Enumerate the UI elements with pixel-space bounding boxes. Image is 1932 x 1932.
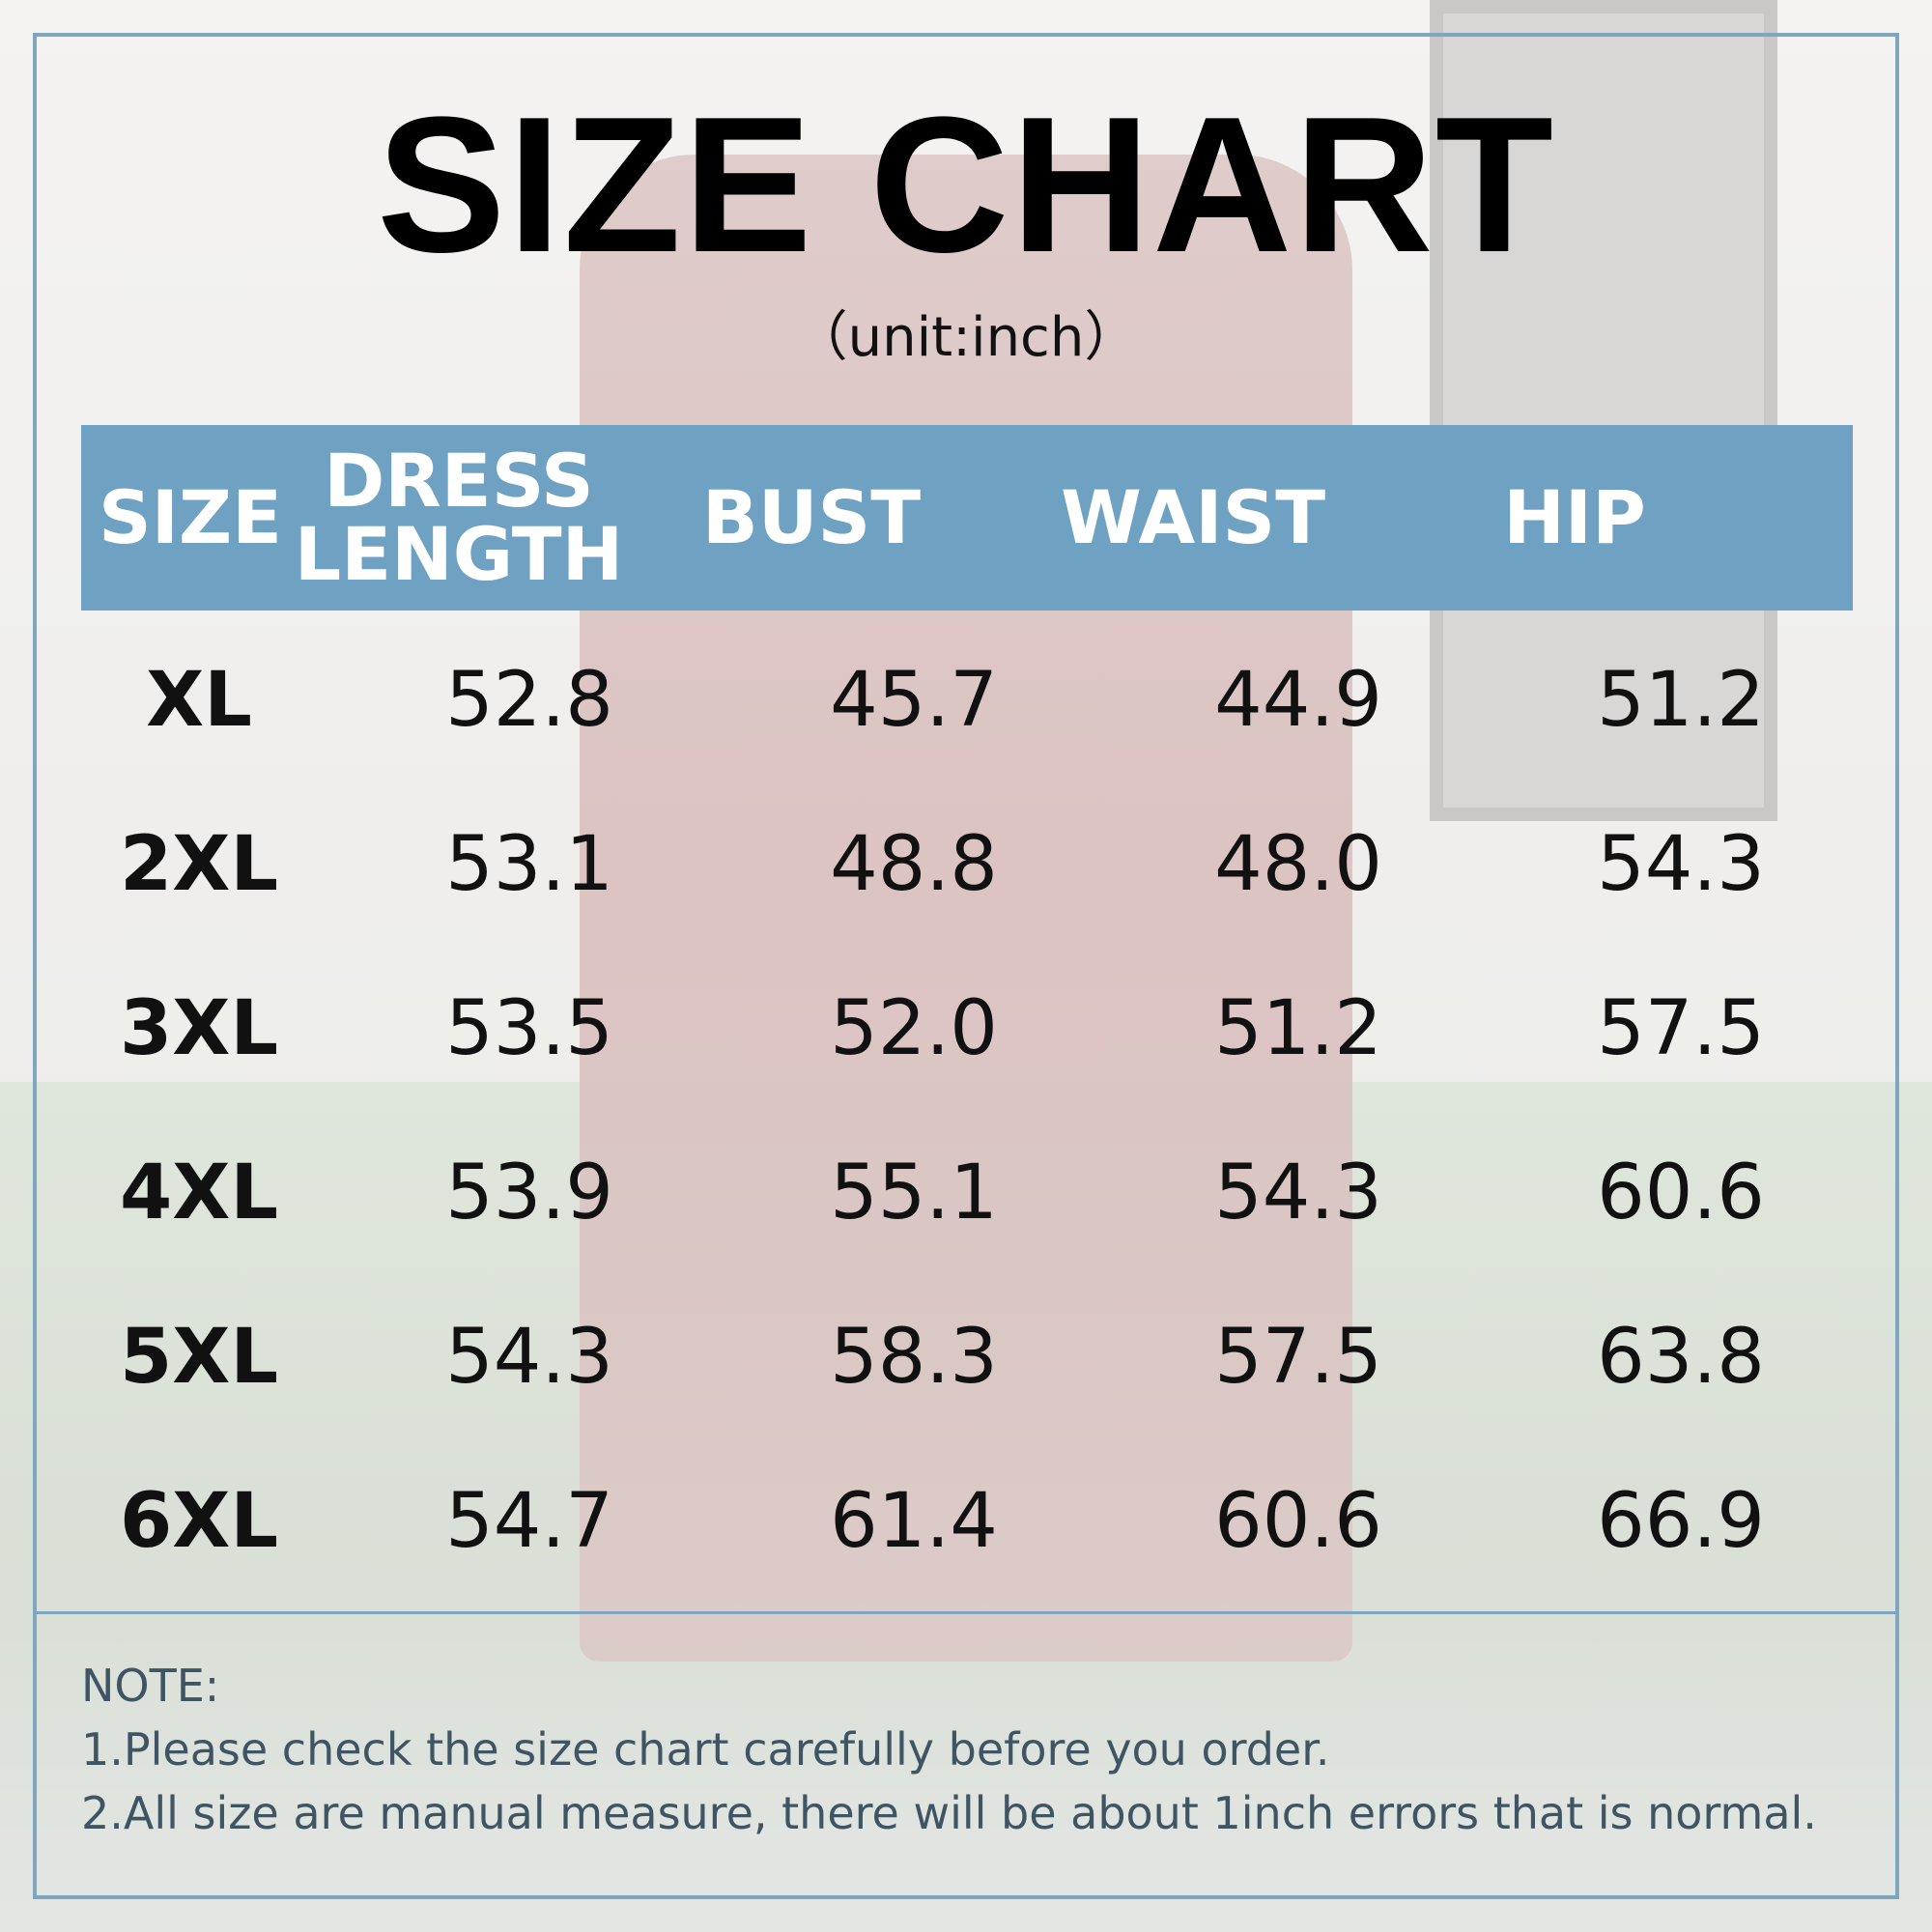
header-hip: HIP [1381,425,1768,611]
header-bust: BUST [618,425,1005,611]
header-waist: WAIST [1005,425,1381,611]
note-item-1: 1.Please check the size chart carefully … [81,1723,1330,1776]
table-cell-bust: 55.1 [830,1150,998,1236]
table-cell-waist: 44.9 [1214,657,1382,744]
table-cell-waist: 60.6 [1214,1478,1382,1565]
table-cell-size: 2XL [119,821,279,908]
table-cell-waist: 51.2 [1214,985,1382,1072]
table-cell-size: XL [146,657,252,744]
notes-section: NOTE: 1.Please check the size chart care… [81,1654,1878,1845]
header-dress-length-line1: DRESS [324,438,594,524]
header-size: SIZE [81,425,299,611]
table-cell-bust: 48.8 [830,821,998,908]
header-dress-length: DRESS LENGTH [295,425,623,611]
table-cell-dress-length: 53.9 [445,1150,613,1236]
table-cell-bust: 52.0 [830,985,998,1072]
header-dress-length-line2: LENGTH [294,511,624,597]
table-cell-bust: 61.4 [830,1478,998,1565]
header-hip-label: HIP [1503,474,1646,560]
table-cell-waist: 54.3 [1214,1150,1382,1236]
header-bust-label: BUST [701,474,922,560]
table-cell-waist: 48.0 [1214,821,1382,908]
table-cell-hip: 60.6 [1597,1150,1765,1236]
table-cell-dress-length: 53.5 [445,985,613,1072]
notes-divider [35,1611,1897,1614]
table-header: SIZE DRESS LENGTH BUST WAIST HIP [81,425,1853,611]
table-cell-dress-length: 54.7 [445,1478,613,1565]
table-cell-size: 6XL [119,1478,279,1565]
chart-unit-subtitle: （unit:inch） [793,306,1139,369]
table-cell-dress-length: 52.8 [445,657,613,744]
table-cell-hip: 51.2 [1597,657,1765,744]
table-cell-hip: 54.3 [1597,821,1765,908]
table-cell-size: 4XL [119,1150,279,1236]
table-row: 2XL 53.1 48.8 48.0 54.3 [0,782,1932,947]
table-row: 4XL 53.9 55.1 54.3 60.6 [0,1111,1932,1275]
chart-frame [33,33,1899,1899]
table-cell-hip: 66.9 [1597,1478,1765,1565]
table-row: XL 52.8 45.7 44.9 51.2 [0,618,1932,782]
table-row: 3XL 53.5 52.0 51.2 57.5 [0,947,1932,1111]
table-cell-hip: 57.5 [1597,985,1765,1072]
table-cell-size: 5XL [119,1314,279,1401]
background-window [1430,0,1777,821]
chart-title: SIZE CHART [377,77,1555,293]
table-cell-dress-length: 54.3 [445,1314,613,1401]
table-row: 5XL 54.3 58.3 57.5 63.8 [0,1275,1932,1439]
table-cell-hip: 63.8 [1597,1314,1765,1401]
table-cell-bust: 58.3 [830,1314,998,1401]
table-cell-bust: 45.7 [830,657,998,744]
header-size-label: SIZE [98,474,283,560]
table-cell-waist: 57.5 [1214,1314,1382,1401]
note-item-2: 2.All size are manual measure, there wil… [81,1787,1817,1839]
table-cell-size: 3XL [119,985,279,1072]
table-row: 6XL 54.7 61.4 60.6 66.9 [0,1439,1932,1604]
notes-heading: NOTE: [81,1660,220,1712]
table-cell-dress-length: 53.1 [445,821,613,908]
background-dress [580,155,1352,1662]
header-waist-label: WAIST [1060,474,1326,560]
